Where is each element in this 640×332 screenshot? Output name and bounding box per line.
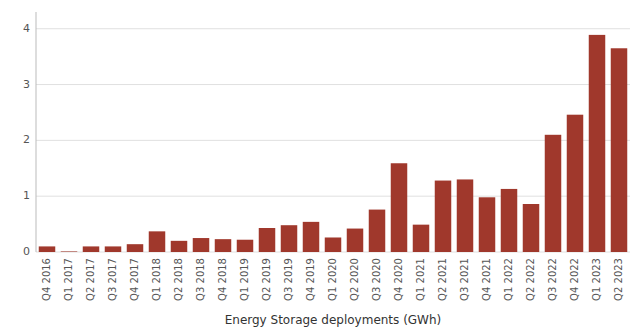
grid-line bbox=[36, 140, 630, 141]
x-tick-label: Q4 2020 bbox=[393, 258, 404, 301]
bar bbox=[435, 181, 452, 252]
x-tick-label: Q4 2018 bbox=[217, 258, 228, 301]
chart-svg: 0 1 2 3 4 Q4 2016 Q1 2017 Q2 2017 Q3 2017 Q4 2017… bbox=[0, 0, 640, 332]
grid-line bbox=[36, 28, 630, 29]
x-tick-label: Q1 2018 bbox=[151, 258, 162, 301]
x-tick-label: Q2 2018 bbox=[173, 258, 184, 301]
bar bbox=[545, 135, 562, 252]
x-tick-label: Q3 2022 bbox=[547, 258, 558, 301]
y-ticks: 0 1 2 3 4 bbox=[23, 22, 30, 258]
chart-container: 0 1 2 3 4 Q4 2016 Q1 2017 Q2 2017 Q3 2017 Q4 2017… bbox=[0, 0, 640, 332]
x-tick-label: Q1 2022 bbox=[503, 258, 514, 301]
x-tick-label: Q4 2022 bbox=[569, 258, 580, 301]
bar bbox=[215, 239, 232, 252]
x-tick-label: Q4 2021 bbox=[481, 258, 492, 301]
bar bbox=[61, 251, 78, 252]
bar bbox=[105, 246, 122, 252]
x-tick-label: Q2 2017 bbox=[85, 258, 96, 301]
bar bbox=[303, 222, 320, 252]
bar bbox=[391, 163, 408, 252]
bar bbox=[171, 241, 188, 252]
x-tick-label: Q4 2019 bbox=[305, 258, 316, 301]
y-axis-line bbox=[36, 12, 37, 252]
x-tick-label: Q2 2019 bbox=[261, 258, 272, 301]
x-tick-label: Q2 2021 bbox=[437, 258, 448, 301]
y-tick-label: 3 bbox=[23, 78, 30, 91]
x-tick-label: Q3 2018 bbox=[195, 258, 206, 301]
bar bbox=[567, 115, 584, 252]
x-tick-label: Q2 2023 bbox=[613, 258, 624, 301]
bar bbox=[457, 179, 474, 252]
bar bbox=[39, 246, 56, 252]
x-tick-label: Q1 2017 bbox=[63, 258, 74, 301]
bar bbox=[479, 197, 496, 252]
bar bbox=[193, 238, 210, 252]
y-tick-label: 4 bbox=[23, 22, 30, 35]
grid-line bbox=[36, 196, 630, 197]
bar bbox=[589, 35, 606, 252]
x-tick-label: Q4 2017 bbox=[129, 258, 140, 301]
x-tick-label: Q1 2019 bbox=[239, 258, 250, 301]
x-tick-label: Q1 2021 bbox=[415, 258, 426, 301]
bar bbox=[127, 244, 144, 252]
x-axis-title: Energy Storage deployments (GWh) bbox=[225, 313, 442, 327]
bar bbox=[413, 225, 430, 252]
bar bbox=[149, 231, 166, 252]
bar bbox=[281, 225, 298, 252]
bar bbox=[611, 48, 628, 252]
grid bbox=[36, 29, 630, 252]
x-tick-label: Q3 2019 bbox=[283, 258, 294, 301]
bar bbox=[347, 229, 364, 252]
bar bbox=[83, 246, 100, 252]
x-tick-label: Q3 2020 bbox=[371, 258, 382, 301]
page: {"chart_data": {"type": "bar", "xlabel":… bbox=[0, 0, 640, 332]
bar bbox=[259, 228, 276, 252]
bar bbox=[369, 210, 386, 252]
grid-line bbox=[36, 84, 630, 85]
bar bbox=[501, 189, 518, 252]
x-tick-label: Q2 2020 bbox=[349, 258, 360, 301]
x-tick-label: Q3 2021 bbox=[459, 258, 470, 301]
x-tick-label: Q1 2023 bbox=[591, 258, 602, 301]
bars bbox=[39, 35, 628, 252]
x-tick-label: Q1 2020 bbox=[327, 258, 338, 301]
bar bbox=[325, 237, 342, 252]
y-tick-label: 0 bbox=[23, 245, 30, 258]
x-ticks: Q4 2016 Q1 2017 Q2 2017 Q3 2017 Q4 2017 Q1 20… bbox=[41, 258, 624, 301]
x-tick-label: Q3 2017 bbox=[107, 258, 118, 301]
y-tick-label: 2 bbox=[23, 133, 30, 146]
y-tick-label: 1 bbox=[23, 189, 30, 202]
bar bbox=[237, 240, 254, 252]
bar bbox=[523, 204, 540, 252]
x-tick-label: Q4 2016 bbox=[41, 258, 52, 301]
x-tick-label: Q2 2022 bbox=[525, 258, 536, 301]
